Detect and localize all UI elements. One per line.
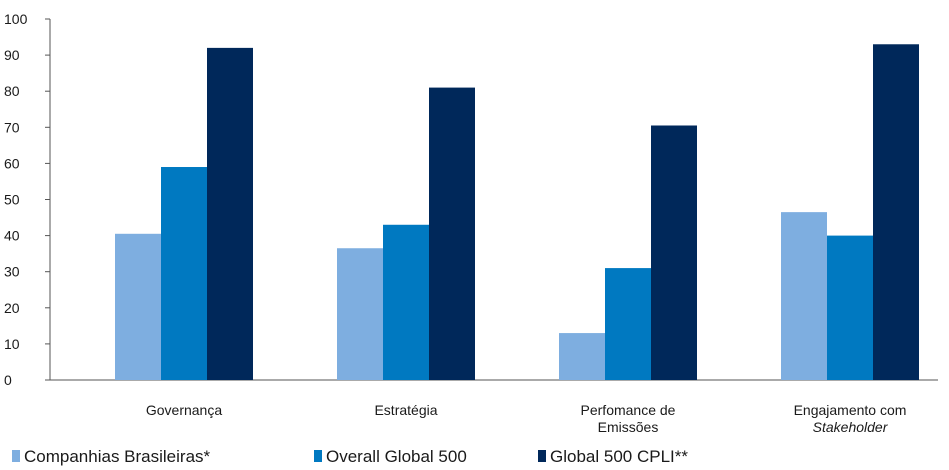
x-category-label: Engajamento com	[794, 402, 907, 418]
bar-1-1	[383, 224, 429, 380]
bar-2-2	[651, 125, 697, 381]
bar-0-2	[559, 333, 605, 380]
legend-swatch-2	[538, 450, 546, 462]
chart-legend: Companhias Brasileiras* Overall Global 50…	[12, 447, 688, 466]
bar-0-1	[337, 248, 383, 380]
bar-2-1	[429, 87, 475, 380]
legend-label-0: Companhias Brasileiras*	[24, 447, 211, 466]
chart-bars	[115, 44, 919, 381]
y-tick-label: 90	[4, 47, 20, 63]
bar-0-3	[781, 212, 827, 380]
y-tick-label: 40	[4, 228, 20, 244]
x-category-label: Stakeholder	[813, 419, 889, 435]
x-category-label: Governança	[146, 402, 222, 418]
bar-2-0	[207, 47, 253, 380]
y-axis-ticks: 0 10 20 30 40 50 60 70 80 90 100	[4, 11, 50, 388]
bar-2-3	[873, 44, 919, 381]
legend-label-2: Global 500 CPLI**	[550, 447, 688, 466]
x-axis-category-labels: Governança Estratégia Perfomance deEmissõe…	[146, 402, 907, 435]
legend-swatch-0	[12, 450, 20, 462]
y-tick-label: 100	[4, 11, 28, 27]
x-category-label: Estratégia	[374, 402, 437, 418]
bar-0-0	[115, 233, 161, 380]
bar-1-3	[827, 235, 873, 380]
bar-1-2	[605, 268, 651, 380]
y-tick-label: 60	[4, 155, 20, 171]
x-category-label: Emissões	[598, 419, 659, 435]
legend-label-1: Overall Global 500	[326, 447, 467, 466]
legend-swatch-1	[314, 450, 322, 462]
x-category-label: Perfomance de	[581, 402, 676, 418]
y-tick-label: 70	[4, 119, 20, 135]
y-tick-label: 20	[4, 300, 20, 316]
y-tick-label: 80	[4, 83, 20, 99]
bar-1-0	[161, 167, 207, 380]
y-tick-label: 50	[4, 192, 20, 208]
y-tick-label: 0	[4, 372, 12, 388]
y-tick-label: 30	[4, 264, 20, 280]
y-tick-label: 10	[4, 336, 20, 352]
